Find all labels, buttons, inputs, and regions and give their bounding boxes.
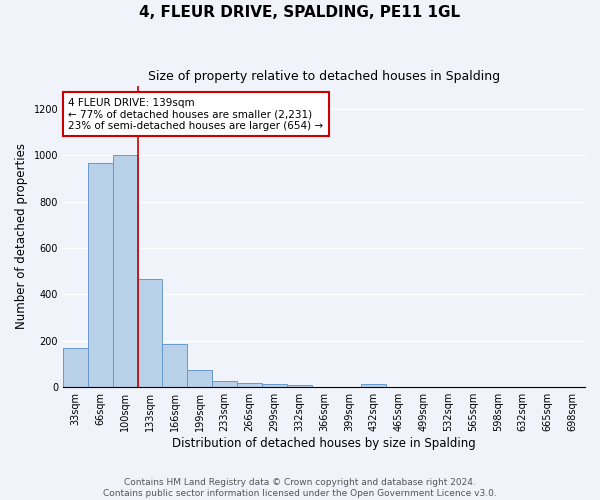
X-axis label: Distribution of detached houses by size in Spalding: Distribution of detached houses by size … <box>172 437 476 450</box>
Bar <box>361 384 386 387</box>
Bar <box>287 385 311 387</box>
Bar <box>237 382 262 387</box>
Bar <box>163 344 187 387</box>
Y-axis label: Number of detached properties: Number of detached properties <box>15 144 28 330</box>
Bar <box>187 370 212 387</box>
Bar <box>63 348 88 387</box>
Text: 4, FLEUR DRIVE, SPALDING, PE11 1GL: 4, FLEUR DRIVE, SPALDING, PE11 1GL <box>139 5 461 20</box>
Text: Contains HM Land Registry data © Crown copyright and database right 2024.
Contai: Contains HM Land Registry data © Crown c… <box>103 478 497 498</box>
Bar <box>88 164 113 387</box>
Bar <box>212 380 237 387</box>
Bar <box>262 384 287 387</box>
Bar <box>113 155 137 387</box>
Title: Size of property relative to detached houses in Spalding: Size of property relative to detached ho… <box>148 70 500 83</box>
Text: 4 FLEUR DRIVE: 139sqm
← 77% of detached houses are smaller (2,231)
23% of semi-d: 4 FLEUR DRIVE: 139sqm ← 77% of detached … <box>68 98 323 131</box>
Bar <box>137 280 163 387</box>
